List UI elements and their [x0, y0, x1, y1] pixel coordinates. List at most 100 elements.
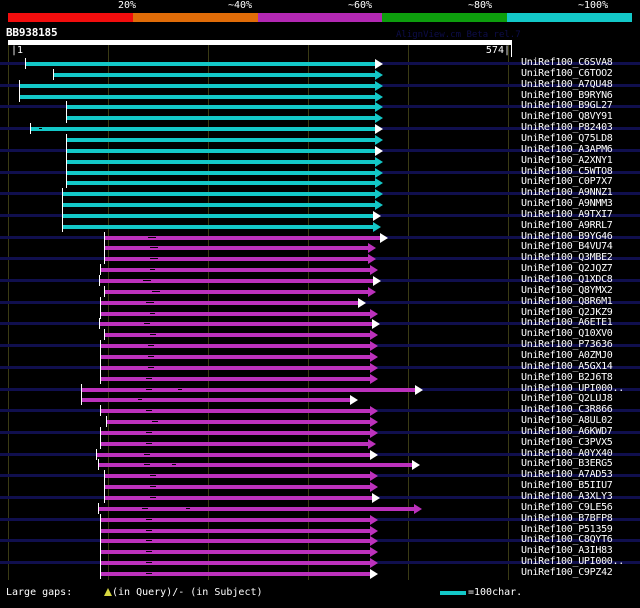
hit-label[interactable]: UniRef100_C0P7X7 — [521, 176, 613, 188]
hit-label[interactable]: UniRef100_A7AD53 — [521, 469, 613, 481]
hit-label[interactable]: UniRef100_Q8R6M1 — [521, 295, 613, 307]
hit-row[interactable]: UniRef100_A7AD53 — [0, 469, 640, 482]
hit-row[interactable]: UniRef100_P82403 — [0, 122, 640, 135]
hit-label[interactable]: UniRef100_Q2LUJ8 — [521, 393, 613, 405]
hit-label[interactable]: UniRef100_B9GL27 — [521, 100, 613, 112]
hit-label[interactable]: UniRef100_A7QU48 — [521, 78, 613, 90]
hit-label[interactable]: UniRef100_C6TOO2 — [521, 67, 613, 79]
hsp-bar[interactable] — [105, 246, 368, 251]
hsp-bar[interactable] — [67, 105, 375, 110]
hsp-bar[interactable] — [101, 376, 370, 381]
hit-row[interactable]: UniRef100_UPI000.. — [0, 382, 640, 396]
hit-row[interactable]: UniRef100_Q2LUJ8 — [0, 393, 640, 406]
hsp-bar[interactable] — [101, 571, 370, 576]
hit-row[interactable]: UniRef100_B4VU74 — [0, 241, 640, 254]
hsp-bar[interactable] — [67, 148, 375, 153]
hit-row[interactable]: UniRef100_C3R866 — [0, 404, 640, 417]
hit-label[interactable]: UniRef100_Q75LD8 — [521, 132, 613, 144]
hsp-bar[interactable] — [101, 441, 368, 446]
hit-row[interactable]: UniRef100_B2J6T8 — [0, 371, 640, 385]
hsp-bar[interactable] — [101, 430, 370, 435]
hsp-bar[interactable] — [67, 159, 375, 164]
hsp-bar[interactable] — [63, 213, 373, 218]
hit-label[interactable]: UniRef100_A9RRL7 — [521, 219, 613, 231]
hit-label[interactable]: UniRef100_B7BFP8 — [521, 512, 613, 524]
hit-label[interactable]: UniRef100_A6KWD7 — [521, 425, 613, 437]
hsp-bar[interactable] — [105, 257, 368, 262]
hit-label[interactable]: UniRef100_Q3MBE2 — [521, 252, 613, 264]
hit-row[interactable]: UniRef100_A0ZMJ0 — [0, 349, 640, 363]
hit-row[interactable]: UniRef100_A9NMM3 — [0, 198, 640, 211]
hit-label[interactable]: UniRef100_A9NNZ1 — [521, 187, 613, 199]
hit-row[interactable]: UniRef100_B9YG46 — [0, 230, 640, 244]
hit-label[interactable]: UniRef100_A5GX14 — [521, 360, 613, 372]
hit-row[interactable]: UniRef100_Q8YMX2 — [0, 284, 640, 298]
hit-label[interactable]: UniRef100_UPI000.. — [521, 556, 624, 568]
hsp-bar[interactable] — [82, 387, 415, 392]
hit-row[interactable]: UniRef100_P51359 — [0, 523, 640, 537]
hit-label[interactable]: UniRef100_A9NMM3 — [521, 198, 613, 210]
hit-label[interactable]: UniRef100_P82403 — [521, 122, 613, 134]
hit-row[interactable]: UniRef100_P73636 — [0, 339, 640, 352]
hsp-bar[interactable] — [31, 127, 375, 132]
hit-label[interactable]: UniRef100_A3IH83 — [521, 545, 613, 557]
hsp-bar[interactable] — [99, 463, 412, 468]
hsp-bar[interactable] — [82, 398, 350, 403]
hit-label[interactable]: UniRef100_B9YG46 — [521, 230, 613, 242]
hit-label[interactable]: UniRef100_A3XLY3 — [521, 491, 613, 502]
hsp-bar[interactable] — [67, 170, 375, 175]
hit-label[interactable]: UniRef100_C5WTO8 — [521, 165, 613, 177]
hit-row[interactable]: UniRef100_B7BFP8 — [0, 512, 640, 526]
hsp-bar[interactable] — [100, 322, 372, 327]
hsp-bar[interactable] — [99, 506, 414, 511]
hit-label[interactable]: UniRef100_P73636 — [521, 339, 613, 351]
hsp-bar[interactable] — [101, 539, 370, 544]
hsp-bar[interactable] — [105, 496, 372, 500]
hit-row[interactable]: UniRef100_Q2JKZ9 — [0, 306, 640, 320]
hit-row[interactable]: UniRef100_C5WTO8 — [0, 165, 640, 179]
hit-label[interactable]: UniRef100_C3PVX5 — [521, 436, 613, 448]
hit-row[interactable]: UniRef100_A6KWD7 — [0, 425, 640, 439]
hit-label[interactable]: UniRef100_C8QYT6 — [521, 534, 613, 546]
hit-label[interactable]: UniRef100_P51359 — [521, 523, 613, 535]
hit-row[interactable]: UniRef100_Q8R6M1 — [0, 295, 640, 309]
hit-label[interactable]: UniRef100_A9TXI7 — [521, 208, 613, 220]
hit-row[interactable]: UniRef100_Q10XV0 — [0, 328, 640, 341]
hit-label[interactable]: UniRef100_Q2JKZ9 — [521, 306, 613, 318]
hit-label[interactable]: UniRef100_A8UL02 — [521, 415, 613, 427]
hsp-bar[interactable] — [63, 224, 373, 229]
hit-label[interactable]: UniRef100_B9RYN6 — [521, 89, 613, 101]
hit-row[interactable]: UniRef100_A8UL02 — [0, 415, 640, 428]
hit-row[interactable]: UniRef100_Q8VY91 — [0, 111, 640, 124]
hit-row[interactable]: UniRef100_A9TXI7 — [0, 208, 640, 222]
hit-row[interactable]: UniRef100_A3XLY3 — [0, 491, 640, 504]
hit-label[interactable]: UniRef100_A0ZMJ0 — [521, 349, 613, 361]
hsp-bar[interactable] — [67, 137, 375, 142]
hit-label[interactable]: UniRef100_B2J6T8 — [521, 371, 613, 383]
hit-row[interactable]: UniRef100_A2XNY1 — [0, 154, 640, 168]
hit-label[interactable]: UniRef100_UPI000.. — [521, 382, 624, 394]
hit-label[interactable]: UniRef100_C9PZ42 — [521, 566, 613, 578]
hit-label[interactable]: UniRef100_B4VU74 — [521, 241, 613, 253]
hit-label[interactable]: UniRef100_B3ERG5 — [521, 458, 613, 470]
hit-row[interactable]: UniRef100_A3APM6 — [0, 144, 640, 157]
hit-row[interactable]: UniRef100_C0P7X7 — [0, 176, 640, 189]
hit-label[interactable]: UniRef100_Q2JQZ7 — [521, 263, 613, 275]
hit-row[interactable]: UniRef100_C8QYT6 — [0, 534, 640, 547]
hit-label[interactable]: UniRef100_A2XNY1 — [521, 154, 613, 166]
hit-row[interactable]: UniRef100_C9LE56 — [0, 502, 640, 515]
hit-row[interactable]: UniRef100_B5IIU7 — [0, 480, 640, 493]
hit-row[interactable]: UniRef100_C9PZ42 — [0, 566, 640, 580]
hit-label[interactable]: UniRef100_C3R866 — [521, 404, 613, 416]
hit-label[interactable]: UniRef100_Q1XDC8 — [521, 274, 613, 285]
hit-row[interactable]: UniRef100_Q75LD8 — [0, 132, 640, 146]
hit-label[interactable]: UniRef100_Q10XV0 — [521, 328, 613, 340]
hit-row[interactable]: UniRef100_A5GX14 — [0, 360, 640, 374]
hsp-bar[interactable] — [107, 420, 370, 425]
hit-row[interactable]: UniRef100_B9RYN6 — [0, 89, 640, 103]
hsp-bar[interactable] — [105, 289, 368, 294]
hsp-bar[interactable] — [101, 561, 370, 566]
hit-row[interactable]: UniRef100_UPI000.. — [0, 556, 640, 569]
hit-label[interactable]: UniRef100_Q8YMX2 — [521, 284, 613, 296]
hit-row[interactable]: UniRef100_A0YX40 — [0, 448, 640, 461]
